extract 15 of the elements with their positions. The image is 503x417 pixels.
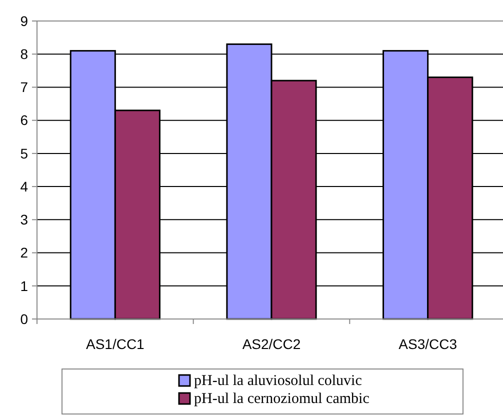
y-tick-label: 7: [20, 79, 28, 96]
y-tick-label: 5: [20, 145, 28, 162]
y-tick-label: 3: [20, 212, 28, 228]
y-tick-label: 1: [20, 278, 28, 294]
legend-label: pH-ul la aluviosolul coluvic: [194, 373, 362, 389]
y-tick-label: 2: [20, 244, 28, 261]
x-tick-label: AS1/CC1: [86, 336, 145, 352]
y-tick-label: 9: [20, 12, 28, 29]
legend-label: pH-ul la cernoziomul cambic: [194, 391, 370, 407]
y-tick-label: 8: [20, 46, 28, 62]
x-tick-label: AS2/CC2: [242, 336, 301, 352]
y-tick-label: 6: [20, 112, 28, 128]
y-tick-label: 4: [20, 178, 28, 194]
x-tick-label: AS3/CC3: [398, 336, 458, 352]
y-tick-label: 0: [20, 310, 28, 327]
